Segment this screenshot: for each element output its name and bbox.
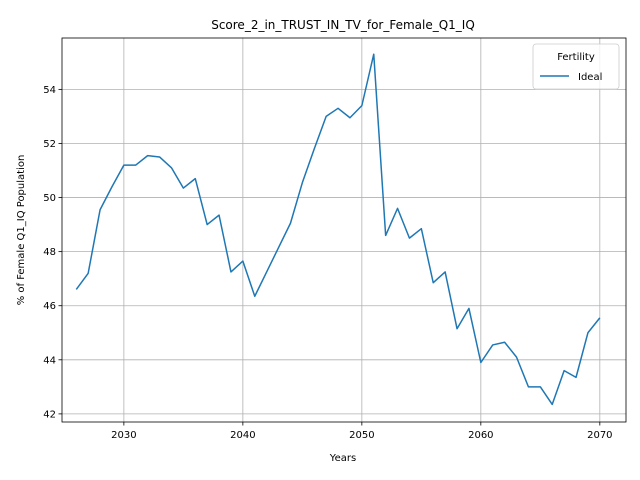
y-tick-label: 54 xyxy=(43,85,56,96)
x-axis: 2030 2040 2050 2060 2070 xyxy=(111,422,613,441)
series-layer xyxy=(75,53,601,406)
x-tick-label: 2070 xyxy=(587,430,612,441)
y-tick-label: 50 xyxy=(43,193,56,204)
series-line-ideal xyxy=(75,53,601,406)
x-tick-label: 2060 xyxy=(468,430,493,441)
x-tick-label: 2040 xyxy=(230,430,255,441)
legend-box xyxy=(532,43,620,90)
legend-label-ideal: Ideal xyxy=(578,72,602,83)
chart-title: Score_2_in_TRUST_IN_TV_for_Female_Q1_IQ xyxy=(211,18,475,32)
y-tick-label: 46 xyxy=(43,301,56,312)
y-tick-label: 44 xyxy=(43,355,56,366)
legend-title: Fertility xyxy=(557,52,595,63)
y-axis-label: % of Female Q1_IQ Population xyxy=(16,155,27,306)
y-tick-label: 48 xyxy=(43,247,56,258)
legend: Fertility Ideal xyxy=(532,43,620,90)
y-axis: 42 44 46 48 50 52 54 xyxy=(43,85,62,420)
x-tick-label: 2030 xyxy=(111,430,136,441)
y-tick-label: 52 xyxy=(43,139,56,150)
x-axis-label: Years xyxy=(329,453,356,464)
x-tick-label: 2050 xyxy=(349,430,374,441)
grid xyxy=(62,38,626,422)
plot-frame xyxy=(61,37,627,423)
y-tick-label: 42 xyxy=(43,409,56,420)
